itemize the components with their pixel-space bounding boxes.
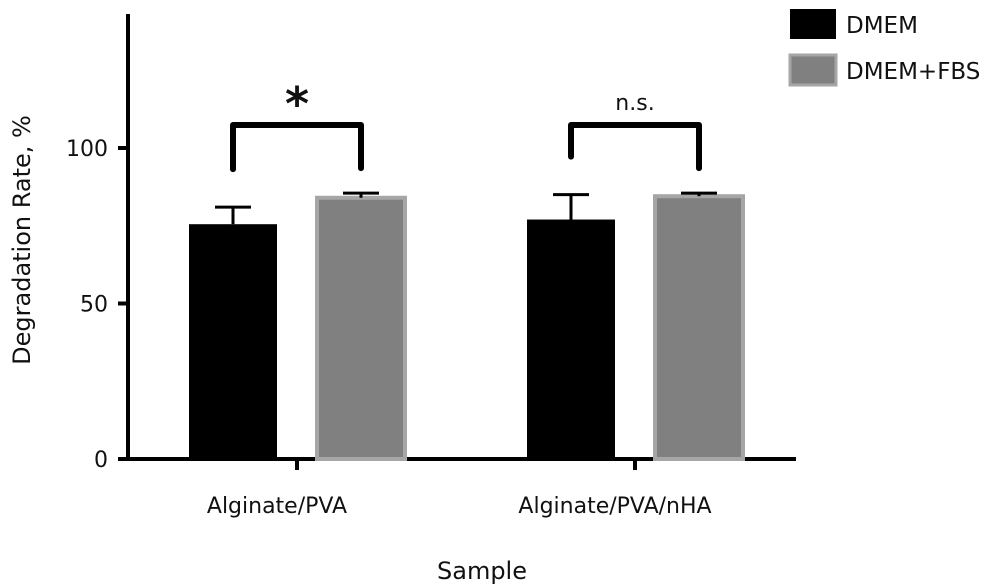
significance-label: n.s. [615,91,654,116]
x-tick-label: Alginate/PVA [207,494,347,519]
y-tick-label: 0 [94,448,108,473]
bar-dmem-alginate-pva-nha [527,219,615,459]
bars [189,191,745,462]
y-axis-title: Degradation Rate, % [8,115,36,365]
legend-label-dmem-fbs: DMEM+FBS [846,59,980,85]
y-tick-label: 50 [80,293,108,318]
bar-dmem-alginate-pva [189,224,277,459]
legend: DMEM DMEM+FBS [788,9,980,87]
legend-label-dmem: DMEM [846,13,918,39]
axes: 0 50 100 Alginate/PVA Alginate/PVA/nHA Degrad… [8,14,796,585]
significance-label: * [285,77,309,131]
significance-bracket [230,122,364,173]
x-tick-label: Alginate/PVA/nHA [518,494,711,519]
bar-dmem-fbs-alginate-pva-nha [653,194,745,462]
legend-swatch-dmem-fbs [788,53,838,87]
significance-bracket [568,122,702,172]
significance-annotations: * n.s. [230,77,702,173]
x-axis-title: Sample [437,557,527,585]
bar-dmem-fbs-alginate-pva [315,195,407,461]
legend-swatch-dmem [790,9,836,39]
y-tick-label: 100 [66,137,108,162]
